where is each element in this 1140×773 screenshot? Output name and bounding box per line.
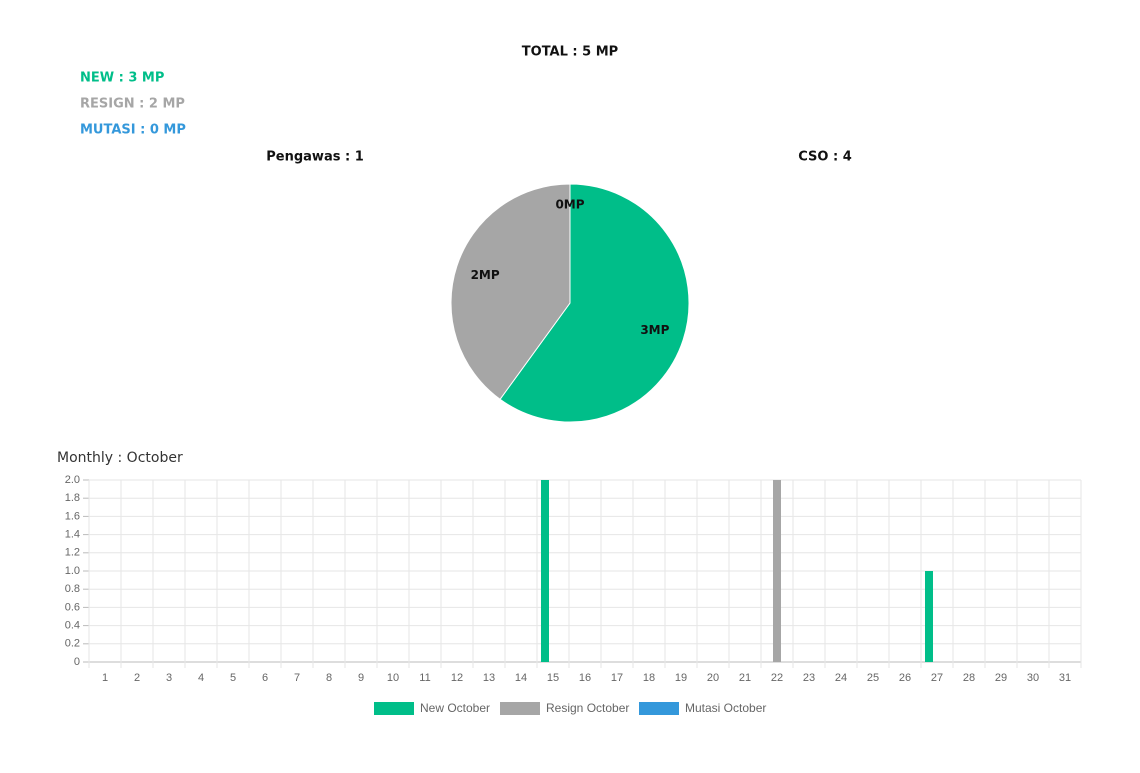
- x-tick-label: 28: [963, 672, 975, 684]
- x-tick-label: 19: [675, 672, 687, 684]
- cso: CSO : 4: [798, 150, 852, 165]
- x-tick-label: 8: [326, 672, 332, 684]
- y-tick-label: 0: [74, 656, 80, 668]
- y-tick-label: 0.8: [65, 583, 80, 595]
- x-tick-label: 2: [134, 672, 140, 684]
- x-tick-label: 6: [262, 672, 268, 684]
- y-tick-label: 1.0: [65, 565, 80, 577]
- slice-label: 2MP: [471, 268, 500, 282]
- y-tick-label: 1.4: [65, 529, 80, 541]
- pengawas: Pengawas : 1: [266, 150, 364, 165]
- bar: [541, 480, 549, 662]
- x-tick-label: 26: [899, 672, 911, 684]
- x-tick-label: 30: [1027, 672, 1039, 684]
- legend-swatch: [639, 702, 679, 715]
- mutasi-count: MUTASI : 0 MP: [80, 123, 186, 138]
- slice-label: 0MP: [555, 197, 584, 211]
- x-tick-label: 20: [707, 672, 719, 684]
- x-tick-label: 23: [803, 672, 815, 684]
- resign-count: RESIGN : 2 MP: [80, 97, 185, 112]
- y-tick-label: 1.8: [65, 492, 80, 504]
- x-tick-label: 24: [835, 672, 847, 684]
- legend-label: Mutasi October: [685, 701, 766, 715]
- x-tick-label: 17: [611, 672, 623, 684]
- bar: [773, 480, 781, 662]
- legend-label: New October: [420, 701, 490, 715]
- y-tick-label: 0.2: [65, 638, 80, 650]
- x-tick-label: 31: [1059, 672, 1071, 684]
- x-tick-label: 5: [230, 672, 236, 684]
- x-tick-label: 11: [419, 672, 430, 684]
- slice-label: 3MP: [640, 323, 669, 337]
- x-tick-label: 27: [931, 672, 943, 684]
- y-tick-label: 2.0: [65, 474, 80, 486]
- x-tick-label: 1: [102, 672, 108, 684]
- total: TOTAL : 5 MP: [522, 45, 618, 60]
- x-tick-label: 16: [579, 672, 591, 684]
- x-tick-label: 3: [166, 672, 172, 684]
- y-tick-label: 0.4: [65, 620, 80, 632]
- x-tick-label: 4: [198, 672, 204, 684]
- x-tick-label: 15: [547, 672, 559, 684]
- x-tick-label: 13: [483, 672, 495, 684]
- y-tick-label: 1.6: [65, 510, 80, 522]
- x-tick-label: 21: [739, 672, 751, 684]
- x-tick-label: 14: [515, 672, 527, 684]
- x-tick-label: 10: [387, 672, 399, 684]
- pie-slice: [499, 183, 690, 423]
- x-tick-label: 25: [867, 672, 879, 684]
- chart-title: Monthly : October: [57, 450, 183, 466]
- y-tick-label: 1.2: [65, 547, 80, 559]
- new-count: NEW : 3 MP: [80, 71, 164, 86]
- x-tick-label: 12: [451, 672, 463, 684]
- bar: [925, 571, 933, 662]
- legend-label: Resign October: [546, 701, 629, 715]
- legend-swatch: [500, 702, 540, 715]
- legend-swatch: [374, 702, 414, 715]
- x-tick-label: 7: [294, 672, 300, 684]
- x-tick-label: 29: [995, 672, 1007, 684]
- x-tick-label: 18: [643, 672, 655, 684]
- x-tick-label: 9: [358, 672, 364, 684]
- pie-slice: [450, 183, 571, 400]
- x-tick-label: 22: [771, 672, 783, 684]
- y-tick-label: 0.6: [65, 601, 80, 613]
